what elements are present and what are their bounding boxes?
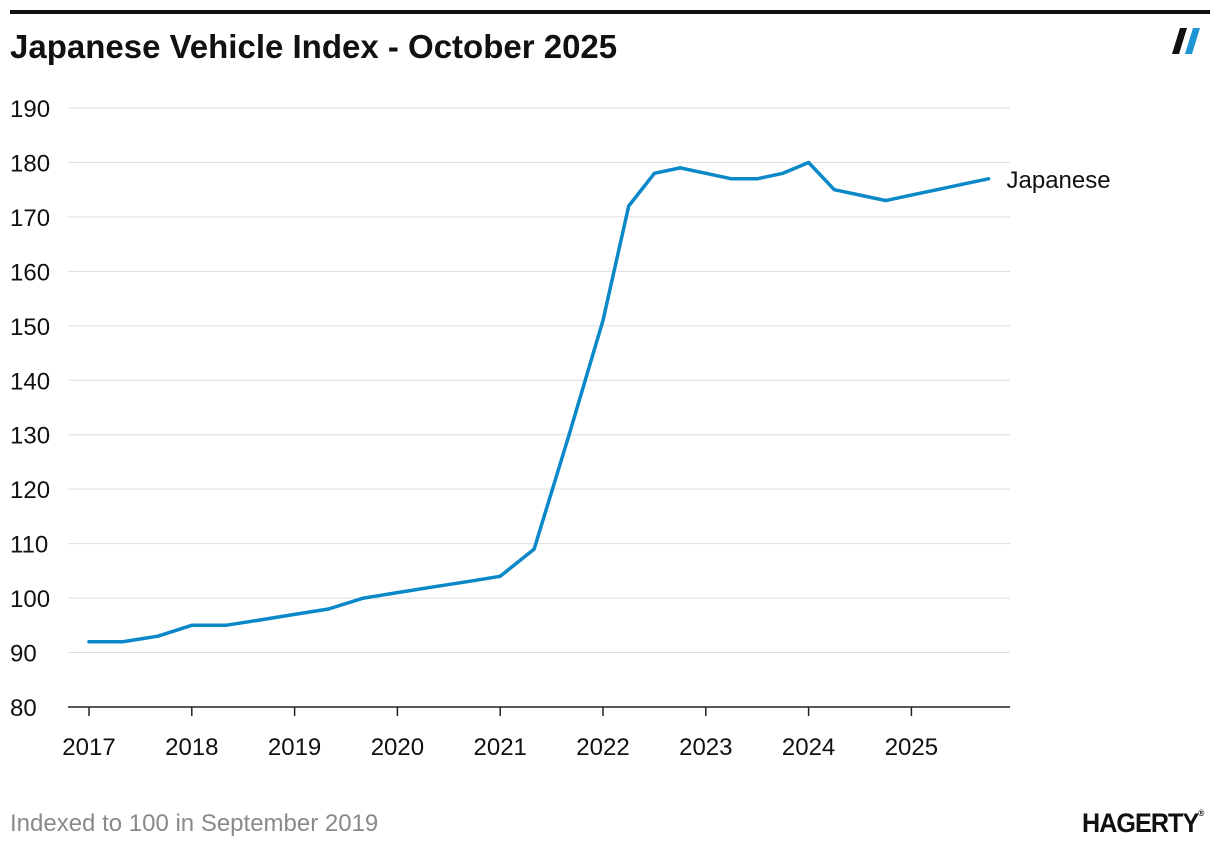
x-tick-label: 2025 [885,734,938,761]
data-point [567,433,571,437]
data-point [429,585,433,589]
data-point [884,198,888,203]
data-point [909,193,914,197]
x-tick-label: 2018 [165,734,218,761]
x-tick-label: 2022 [576,734,629,761]
y-tick-label: 110 [10,532,48,559]
data-point [532,547,536,551]
data-point [361,596,366,600]
series-line-japanese [87,160,991,644]
data-point [326,607,331,611]
footnote: Indexed to 100 in September 2019 [10,810,379,837]
y-tick-label: 190 [10,96,50,123]
y-tick-label: 90 [10,641,37,668]
data-point [678,166,682,170]
data-point [259,618,263,622]
data-point [935,188,939,192]
data-point [601,318,605,322]
y-tick-label: 150 [10,314,50,341]
logo-stroke-dark [1172,28,1187,54]
data-point [627,204,631,208]
data-point [832,188,836,192]
x-tick-label: 2024 [782,734,835,761]
y-tick-label: 130 [10,423,50,450]
series-end-label: Japanese [1007,167,1111,194]
x-tick-label: 2017 [62,734,115,761]
data-point [986,177,991,181]
data-point [395,591,399,595]
x-tick-label: 2023 [679,734,732,761]
y-tick-label: 180 [10,150,50,177]
data-point [224,623,228,627]
data-point [729,177,734,181]
x-tick-label: 2021 [474,734,527,761]
x-tick-label: 2019 [268,734,321,761]
data-point [293,612,297,617]
y-tick-label: 140 [10,368,50,395]
y-tick-label: 170 [10,205,50,232]
y-tick-label: 80 [10,695,37,722]
data-point [498,574,502,578]
data-point [807,160,811,165]
y-tick-label: 100 [10,586,50,613]
y-tick-label: 160 [10,259,50,286]
data-point [755,177,759,181]
logo-stroke-blue [1185,28,1200,54]
x-tick-label: 2020 [371,734,424,761]
data-point [781,171,785,175]
top-rule [10,10,1210,14]
data-point [464,580,468,584]
data-point [961,182,965,186]
data-point [704,171,708,175]
data-point [190,623,194,627]
trademark-symbol: ® [1198,808,1205,818]
data-point [858,193,862,197]
brand-wordmark: HAGERTY® [1082,808,1204,839]
data-point [156,634,160,638]
brand-wordmark-text: HAGERTY [1082,808,1199,838]
data-point [121,640,125,644]
double-slash-icon [1172,28,1200,54]
y-tick-label: 120 [10,477,50,504]
data-point [652,171,657,175]
data-point [87,640,91,644]
chart-title: Japanese Vehicle Index - October 2025 [10,28,618,65]
